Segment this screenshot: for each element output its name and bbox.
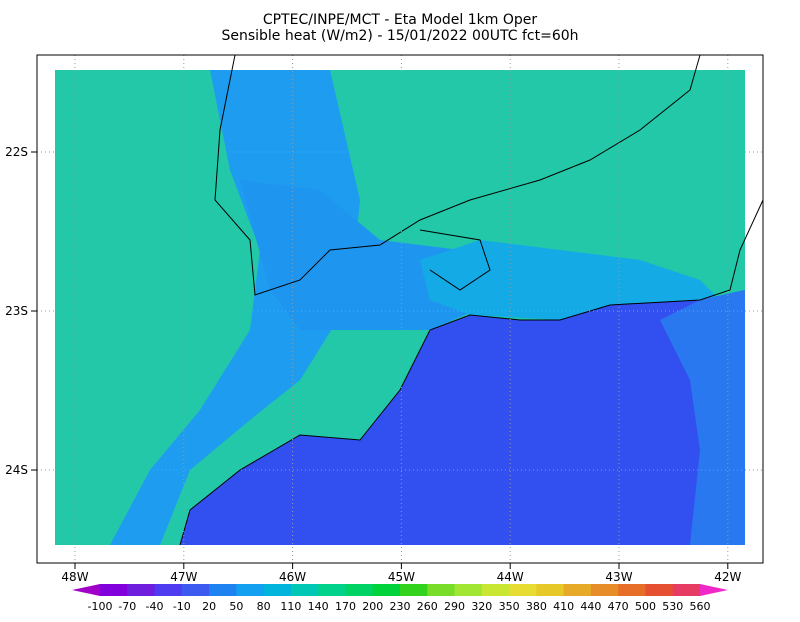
colorbar-swatch: [536, 584, 565, 596]
colorbar-label: 470: [608, 600, 629, 613]
colorbar-swatch: [672, 584, 701, 596]
colorbar-label: 140: [308, 600, 329, 613]
colorbar-label: 380: [526, 600, 547, 613]
colorbar-label: 320: [471, 600, 492, 613]
lon-label: 43W: [605, 570, 632, 584]
colorbar-swatch: [400, 584, 428, 596]
colorbar-label: 530: [662, 600, 683, 613]
colorbar-swatch: [127, 584, 156, 596]
colorbar-label: -10: [173, 600, 191, 613]
land-blue-zone: [420, 240, 720, 320]
colorbar-swatch: [481, 584, 510, 596]
colorbar-label: 80: [257, 600, 271, 613]
colorbar-swatch: [100, 584, 128, 596]
colorbar-swatch: [563, 584, 592, 596]
colorbar-label: -40: [146, 600, 164, 613]
coastline: [179, 199, 764, 546]
colorbar-label: 20: [202, 600, 216, 613]
colorbar-swatch: [345, 584, 374, 596]
ocean: [180, 290, 745, 545]
grid: 22S 23S 24S 48W 47W 46W 45W 44W 43W 42W: [5, 55, 763, 584]
colorbar-label: -100: [88, 600, 113, 613]
colorbar-swatch: [290, 584, 319, 596]
colorbar-label: 290: [444, 600, 465, 613]
colorbar-swatch: [181, 584, 210, 596]
lat-label: 22S: [5, 145, 28, 159]
colorbar-arrow: [700, 584, 728, 596]
colorbar-arrow: [72, 584, 100, 596]
lon-label: 48W: [61, 570, 88, 584]
colorbar-label: 350: [499, 600, 520, 613]
lon-label: 47W: [170, 570, 197, 584]
lat-label: 23S: [5, 304, 28, 318]
title: CPTEC/INPE/MCT - Eta Model 1km Oper: [263, 12, 538, 28]
colorbar-swatch: [618, 584, 646, 596]
colorbar-swatch: [154, 584, 183, 596]
colorbar-swatch: [509, 584, 537, 596]
colorbar-label: 230: [390, 600, 411, 613]
lon-label: 45W: [388, 570, 415, 584]
colorbar-swatch: [209, 584, 237, 596]
lon-label: 46W: [279, 570, 306, 584]
subtitle: Sensible heat (W/m2) - 15/01/2022 00UTC …: [221, 28, 578, 44]
colorbar-label: 500: [635, 600, 656, 613]
colorbar-swatch: [372, 584, 401, 596]
lon-label: 44W: [497, 570, 524, 584]
colorbar-label: 50: [229, 600, 243, 613]
state-border: [214, 54, 701, 296]
colorbar: -100 -70 -40 -10 20 50 80 110 140 170 200 230 260 290…: [72, 584, 728, 613]
lat-label: 24S: [5, 463, 28, 477]
colorbar-label: -70: [118, 600, 136, 613]
map-field: [55, 54, 764, 546]
colorbar-swatch: [590, 584, 619, 596]
lon-label: 42W: [714, 570, 741, 584]
colorbar-label: 560: [690, 600, 711, 613]
colorbar-label: 260: [417, 600, 438, 613]
colorbar-swatch: [263, 584, 292, 596]
colorbar-swatch: [454, 584, 483, 596]
map-frame: [36, 54, 764, 564]
colorbar-swatch: [236, 584, 265, 596]
state-border: [419, 229, 491, 291]
colorbar-swatch: [427, 584, 456, 596]
colorbar-label: 410: [553, 600, 574, 613]
colorbar-label: 170: [335, 600, 356, 613]
colorbar-label: 440: [580, 600, 601, 613]
colorbar-swatch: [645, 584, 674, 596]
colorbar-label: 110: [280, 600, 301, 613]
ocean-shelf: [660, 290, 745, 545]
colorbar-swatch: [318, 584, 346, 596]
colorbar-label: 200: [362, 600, 383, 613]
